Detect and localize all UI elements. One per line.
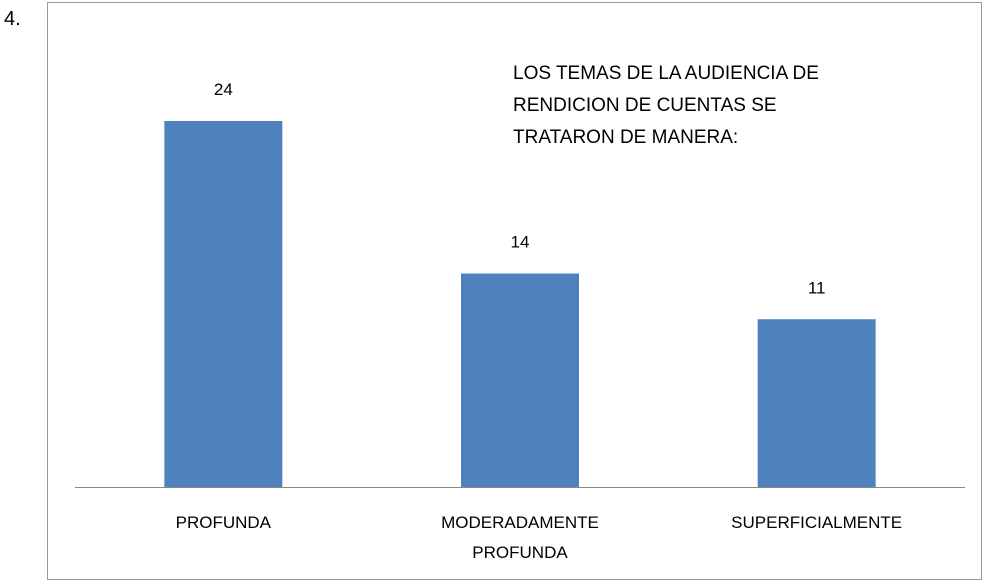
bar xyxy=(757,319,876,487)
bar xyxy=(461,273,579,487)
x-tick-label: MODERADAMENTE PROFUNDA xyxy=(441,513,599,562)
x-tick-label: PROFUNDA xyxy=(175,513,272,532)
data-label: 11 xyxy=(808,278,826,297)
chart-frame xyxy=(47,2,982,580)
x-tick-label: SUPERFICIALMENTE xyxy=(731,513,903,532)
data-label: 24 xyxy=(214,80,233,99)
chart-title: LOS TEMAS DE LA AUDIENCIA DE RENDICION D… xyxy=(513,63,819,148)
bar xyxy=(164,121,283,487)
item-number: 4. xyxy=(4,8,21,30)
data-label: 14 xyxy=(511,233,530,252)
